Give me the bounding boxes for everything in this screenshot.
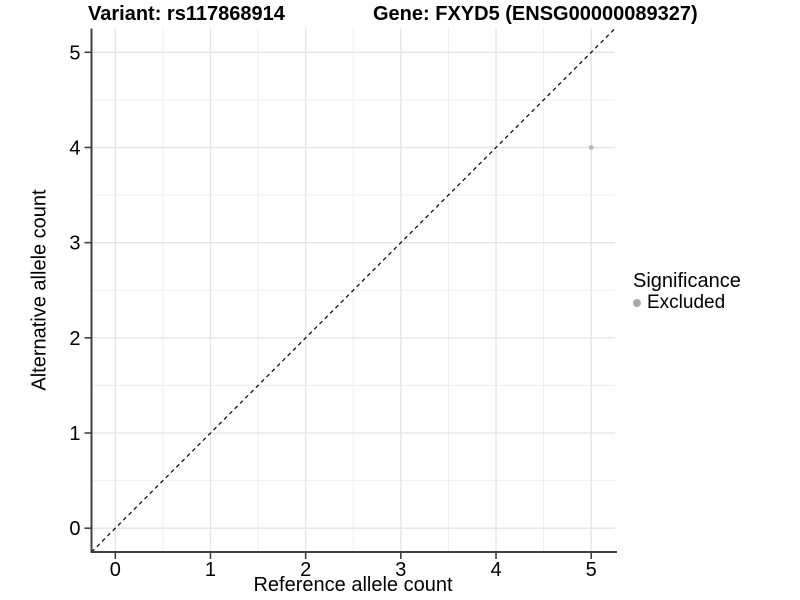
y-tick-label: 0 [69,518,80,540]
x-tick-label: 0 [110,559,121,581]
legend-item-label: Excluded [647,292,726,313]
data-point [588,145,594,150]
x-tick-label: 5 [586,559,597,581]
y-tick-label: 3 [69,233,80,255]
plot-title-variant: Variant: rs117868914 [88,3,285,25]
x-axis-label: Reference allele count [253,574,453,596]
identity-line [91,28,616,553]
y-tick-label: 4 [69,137,80,159]
x-tick-label: 3 [395,559,406,581]
y-tick-label: 5 [69,42,80,64]
y-axis-label: Alternative allele count [28,189,51,391]
x-tick-label: 1 [205,559,216,581]
y-tick-label: 1 [69,423,80,445]
x-tick-label: 2 [300,559,311,581]
x-tick-label: 4 [490,559,501,581]
legend: Significance Excluded [631,271,741,313]
legend-title: Significance [633,270,741,292]
legend-item-excluded: Excluded [631,292,741,313]
plot-title-gene: Gene: FXYD5 (ENSG00000089327) [373,3,698,25]
y-tick-label: 2 [69,328,80,350]
legend-point-icon [633,299,641,307]
